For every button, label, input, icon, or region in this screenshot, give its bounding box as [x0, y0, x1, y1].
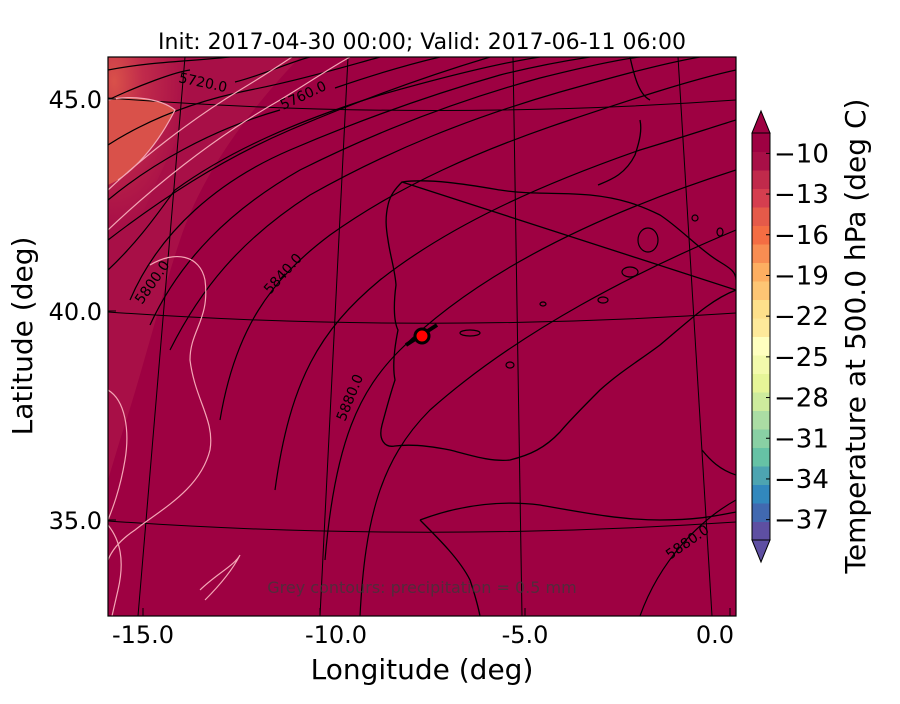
x-tick-label: -5.0 — [502, 621, 549, 649]
x-axis: -15.0 -10.0 -5.0 0.0 Longitude (deg) — [112, 608, 734, 686]
y-axis: 45.0 40.0 35.0 Latitude (deg) — [6, 86, 116, 535]
colorbar-extend-top — [751, 109, 771, 134]
colorbar-tick-label: −19 — [774, 261, 829, 291]
colorbar-segment — [752, 503, 770, 522]
longitude-gridlines — [137, 57, 713, 616]
colorbar-tick-label: −13 — [774, 180, 829, 210]
colorbar-segment — [752, 207, 770, 226]
y-tick-label: 45.0 — [49, 86, 102, 114]
warm-core-northwest — [108, 97, 175, 185]
colorbar-segment — [752, 447, 770, 467]
colorbar-segment — [752, 410, 770, 430]
colorbar-segment — [752, 170, 770, 189]
colorbar-segment — [752, 151, 770, 171]
colorbar-segment — [752, 133, 770, 152]
colorbar-segment — [752, 355, 770, 374]
colorbar-segment — [752, 466, 770, 485]
height-contours — [108, 57, 736, 616]
y-tick-label: 35.0 — [49, 507, 102, 535]
x-axis-label: Longitude (deg) — [311, 653, 534, 686]
precipitation-contours — [108, 57, 351, 616]
colorbar-tick-label: −34 — [774, 465, 829, 495]
colorbar-segment — [752, 281, 770, 300]
islands — [459, 214, 724, 369]
chart-title: Init: 2017-04-30 00:00; Valid: 2017-06-1… — [158, 30, 686, 55]
y-axis-label: Latitude (deg) — [6, 237, 39, 436]
colorbar-tick-label: −28 — [774, 384, 829, 414]
x-tick-label: -15.0 — [112, 621, 174, 649]
colorbar-segment — [752, 373, 770, 393]
colorbar-segment — [752, 262, 770, 282]
colorbar: −10 −13 −16 −19 −22 −25 −28 −31 −34 −37 Temperatu… — [751, 99, 872, 575]
map-panel: 5720.0 5760.0 5800.0 5840.0 5880.0 5880.… — [108, 57, 736, 616]
map-frame — [107, 56, 737, 617]
coastline — [380, 57, 736, 616]
colorbar-segment — [752, 225, 770, 245]
colorbar-segment — [752, 429, 770, 448]
colorbar-segment — [752, 244, 770, 263]
x-tick-label: 0.0 — [696, 621, 734, 649]
colorbar-segment — [752, 188, 770, 208]
colorbar-label: Temperature at 500.0 hPa (deg C) — [839, 99, 872, 575]
colorbar-tick-label: −37 — [774, 506, 829, 536]
y-tick-label: 40.0 — [49, 298, 102, 326]
colorbar-tick-label: −22 — [774, 302, 829, 332]
colorbar-tick-label: −31 — [774, 424, 829, 454]
colorbar-frame — [751, 132, 771, 541]
colorbar-segment — [752, 392, 770, 411]
colorbar-segment — [752, 336, 770, 356]
colorbar-extend-bottom — [751, 539, 771, 564]
x-tick-label: -10.0 — [305, 621, 367, 649]
colorbar-segments — [752, 133, 770, 541]
colorbar-tick-label: −16 — [774, 221, 829, 251]
colorbar-tick-label: −10 — [774, 139, 829, 169]
colorbar-tick-label: −25 — [774, 343, 829, 373]
colorbar-segment — [752, 299, 770, 319]
precipitation-annotation: Grey contours: precipitation = 0.5 mm — [267, 578, 576, 597]
colorbar-segment — [752, 318, 770, 337]
colorbar-segment — [752, 521, 770, 541]
colorbar-segment — [752, 484, 770, 504]
colorbar-ticks: −10 −13 −16 −19 −22 −25 −28 −31 −34 −37 — [766, 139, 829, 536]
location-marker — [413, 327, 431, 345]
